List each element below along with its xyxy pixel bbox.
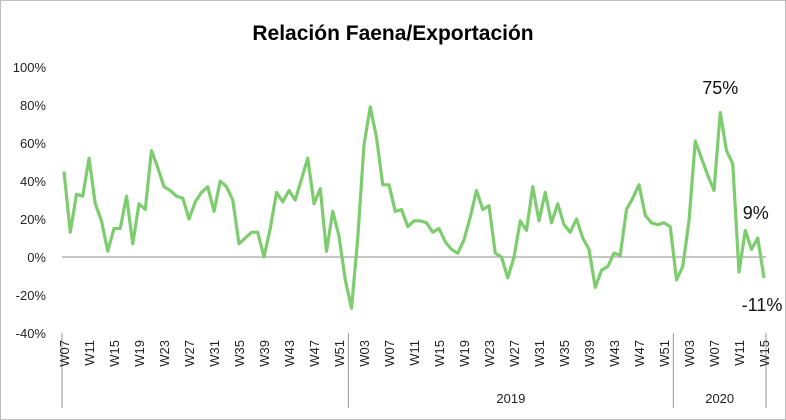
y-tick-label: 0% <box>27 250 46 265</box>
y-tick-label: -20% <box>16 288 47 303</box>
x-tick-label: W43 <box>282 340 297 367</box>
y-tick-label: 40% <box>20 174 46 189</box>
x-tick-label: W19 <box>132 340 147 367</box>
y-axis: 100% 80% 60% 40% 20% 0% -20% -40% <box>13 60 47 341</box>
y-tick-label: 20% <box>20 212 46 227</box>
x-tick-label: W47 <box>307 340 322 367</box>
x-tick-label: W03 <box>682 340 697 367</box>
x-tick-label: W11 <box>407 340 422 366</box>
x-tick-label: W39 <box>257 340 272 367</box>
data-labels: 75% 9% -11% <box>702 78 782 315</box>
x-tick-label: W11 <box>732 340 747 366</box>
data-label: 9% <box>743 203 769 223</box>
x-tick-label: W43 <box>607 340 622 367</box>
x-tick-label: W51 <box>657 340 672 367</box>
x-tick-label: W19 <box>457 340 472 367</box>
x-tick-label: W03 <box>357 340 372 367</box>
x-tick-label: W27 <box>507 340 522 367</box>
series <box>62 105 766 310</box>
data-label: -11% <box>742 295 783 315</box>
data-label: 75% <box>702 78 738 98</box>
year-label: 2020 <box>705 391 734 406</box>
x-tick-label: W47 <box>632 340 647 367</box>
x-tick-label: W31 <box>207 340 222 367</box>
x-tick-label: W15 <box>107 340 122 367</box>
x-tick-label: W27 <box>182 340 197 367</box>
y-tick-label: 60% <box>20 136 46 151</box>
x-tick-label: W51 <box>332 340 347 367</box>
x-tick-label: W31 <box>532 340 547 367</box>
x-tick-label: W11 <box>82 340 97 366</box>
series-line <box>62 105 766 310</box>
x-axis: W07 W11 W15 W19 W23 W27 W31 W35 W39 W43 W47 W51 W03 W… <box>57 256 772 408</box>
year-label: 2019 <box>496 391 525 406</box>
x-tick-label: W39 <box>582 340 597 367</box>
y-tick-label: 80% <box>20 98 46 113</box>
x-tick-label: W07 <box>57 340 72 367</box>
x-tick-label: W07 <box>382 340 397 367</box>
x-tick-label: W15 <box>757 340 772 367</box>
y-tick-label: 100% <box>13 60 47 75</box>
x-tick-label: W07 <box>707 340 722 367</box>
chart-title: Relación Faena/Exportación <box>252 22 533 45</box>
x-tick-label: W35 <box>557 340 572 367</box>
x-tick-label: W35 <box>232 340 247 367</box>
x-tick-label: W15 <box>432 340 447 367</box>
y-tick-label: -40% <box>16 326 47 341</box>
x-tick-label: W23 <box>482 340 497 367</box>
x-tick-label: W23 <box>157 340 172 367</box>
